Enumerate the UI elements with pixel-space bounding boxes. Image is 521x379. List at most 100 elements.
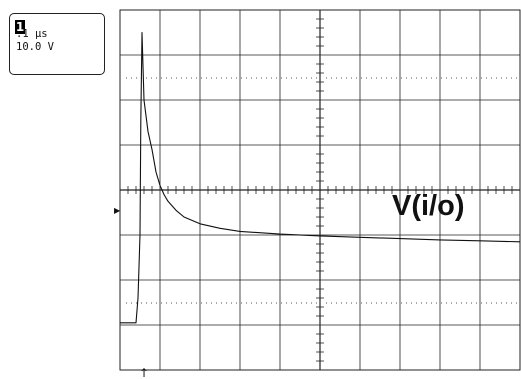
reference-dot <box>291 77 292 79</box>
reference-dot <box>181 302 182 304</box>
reference-dot <box>436 302 437 304</box>
reference-dot <box>381 302 382 304</box>
reference-dot <box>286 77 287 79</box>
reference-dot <box>461 77 462 79</box>
reference-dot <box>261 302 262 304</box>
waveform-trace-group <box>120 31 521 324</box>
reference-dot <box>386 77 387 79</box>
reference-dot <box>201 302 202 304</box>
reference-dot <box>426 77 427 79</box>
reference-dot <box>266 302 267 304</box>
reference-dot <box>281 77 282 79</box>
reference-dot <box>366 302 367 304</box>
reference-dot <box>276 77 277 79</box>
reference-dot <box>266 77 267 79</box>
reference-dot <box>221 302 222 304</box>
reference-dot <box>431 77 432 79</box>
reference-dot <box>331 302 332 304</box>
reference-dot <box>256 77 257 79</box>
reference-dot <box>316 302 317 304</box>
reference-dot <box>481 302 482 304</box>
reference-dot <box>241 302 242 304</box>
reference-dot <box>286 302 287 304</box>
reference-dot <box>186 302 187 304</box>
reference-dot <box>226 302 227 304</box>
graticule-grid <box>119 9 521 371</box>
reference-dot <box>446 77 447 79</box>
reference-dot <box>431 302 432 304</box>
scope-settings-readout: 1 .1 µs 10.0 V <box>9 13 105 75</box>
reference-dot <box>406 302 407 304</box>
reference-dot <box>441 77 442 79</box>
reference-dot <box>466 77 467 79</box>
reference-dot <box>326 302 327 304</box>
reference-dot <box>331 77 332 79</box>
reference-dot <box>436 77 437 79</box>
reference-dot <box>461 302 462 304</box>
reference-dot <box>346 302 347 304</box>
reference-dot <box>166 77 167 79</box>
reference-dot <box>391 77 392 79</box>
reference-dot <box>181 77 182 79</box>
graticule-dots <box>126 77 517 304</box>
reference-dot <box>411 302 412 304</box>
reference-dot <box>251 77 252 79</box>
reference-dot <box>136 77 137 79</box>
reference-dot <box>206 302 207 304</box>
reference-dot <box>306 77 307 79</box>
reference-dot <box>486 77 487 79</box>
reference-dot <box>131 302 132 304</box>
reference-dot <box>241 77 242 79</box>
ground-level-marker: ▶ <box>114 206 121 215</box>
reference-dot <box>376 302 377 304</box>
reference-dot <box>406 77 407 79</box>
reference-dot <box>146 77 147 79</box>
reference-dot <box>401 77 402 79</box>
volts-per-division: 10.0 V <box>16 41 54 53</box>
reference-dot <box>276 302 277 304</box>
reference-dot <box>441 302 442 304</box>
graticule-ticks <box>127 18 513 362</box>
reference-dot <box>496 302 497 304</box>
reference-dot <box>516 302 517 304</box>
reference-dot <box>371 77 372 79</box>
reference-dot <box>196 77 197 79</box>
reference-dot <box>381 77 382 79</box>
reference-dot <box>301 302 302 304</box>
reference-dot <box>316 77 317 79</box>
reference-dot <box>216 77 217 79</box>
reference-dot <box>186 77 187 79</box>
reference-dot <box>476 302 477 304</box>
reference-dot <box>361 77 362 79</box>
reference-dot <box>356 77 357 79</box>
reference-dot <box>301 77 302 79</box>
reference-dot <box>341 77 342 79</box>
reference-dot <box>421 302 422 304</box>
reference-dot <box>336 77 337 79</box>
channel-1-badge: 1 <box>15 20 25 34</box>
reference-dot <box>476 77 477 79</box>
reference-dot <box>226 77 227 79</box>
time-per-division: .1 µs <box>16 28 48 40</box>
reference-dot <box>126 302 127 304</box>
reference-dot <box>346 77 347 79</box>
reference-dot <box>271 302 272 304</box>
reference-dot <box>481 77 482 79</box>
reference-dot <box>391 302 392 304</box>
reference-dot <box>251 302 252 304</box>
reference-dot <box>366 77 367 79</box>
reference-dot <box>296 77 297 79</box>
reference-dot <box>386 302 387 304</box>
reference-dot <box>306 302 307 304</box>
reference-dot <box>351 302 352 304</box>
reference-dot <box>156 77 157 79</box>
reference-dot <box>421 77 422 79</box>
reference-dot <box>446 302 447 304</box>
reference-dot <box>486 302 487 304</box>
reference-dot <box>146 302 147 304</box>
reference-dot <box>261 77 262 79</box>
reference-dot <box>501 302 502 304</box>
trigger-position-marker: ↑ <box>139 366 149 379</box>
reference-dot <box>271 77 272 79</box>
reference-dot <box>511 302 512 304</box>
